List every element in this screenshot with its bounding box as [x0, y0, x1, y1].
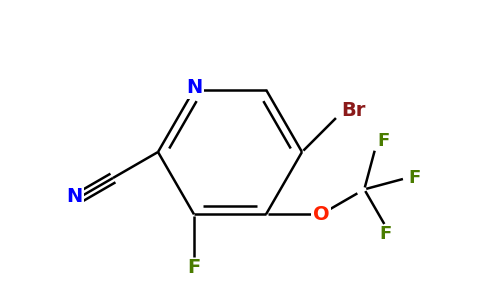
Text: F: F — [377, 132, 389, 150]
Text: F: F — [409, 169, 421, 188]
Text: N: N — [66, 188, 82, 206]
Text: Br: Br — [341, 101, 365, 120]
Text: N: N — [186, 78, 202, 97]
Text: O: O — [313, 205, 329, 224]
Text: F: F — [187, 258, 201, 277]
Text: F: F — [379, 225, 392, 243]
